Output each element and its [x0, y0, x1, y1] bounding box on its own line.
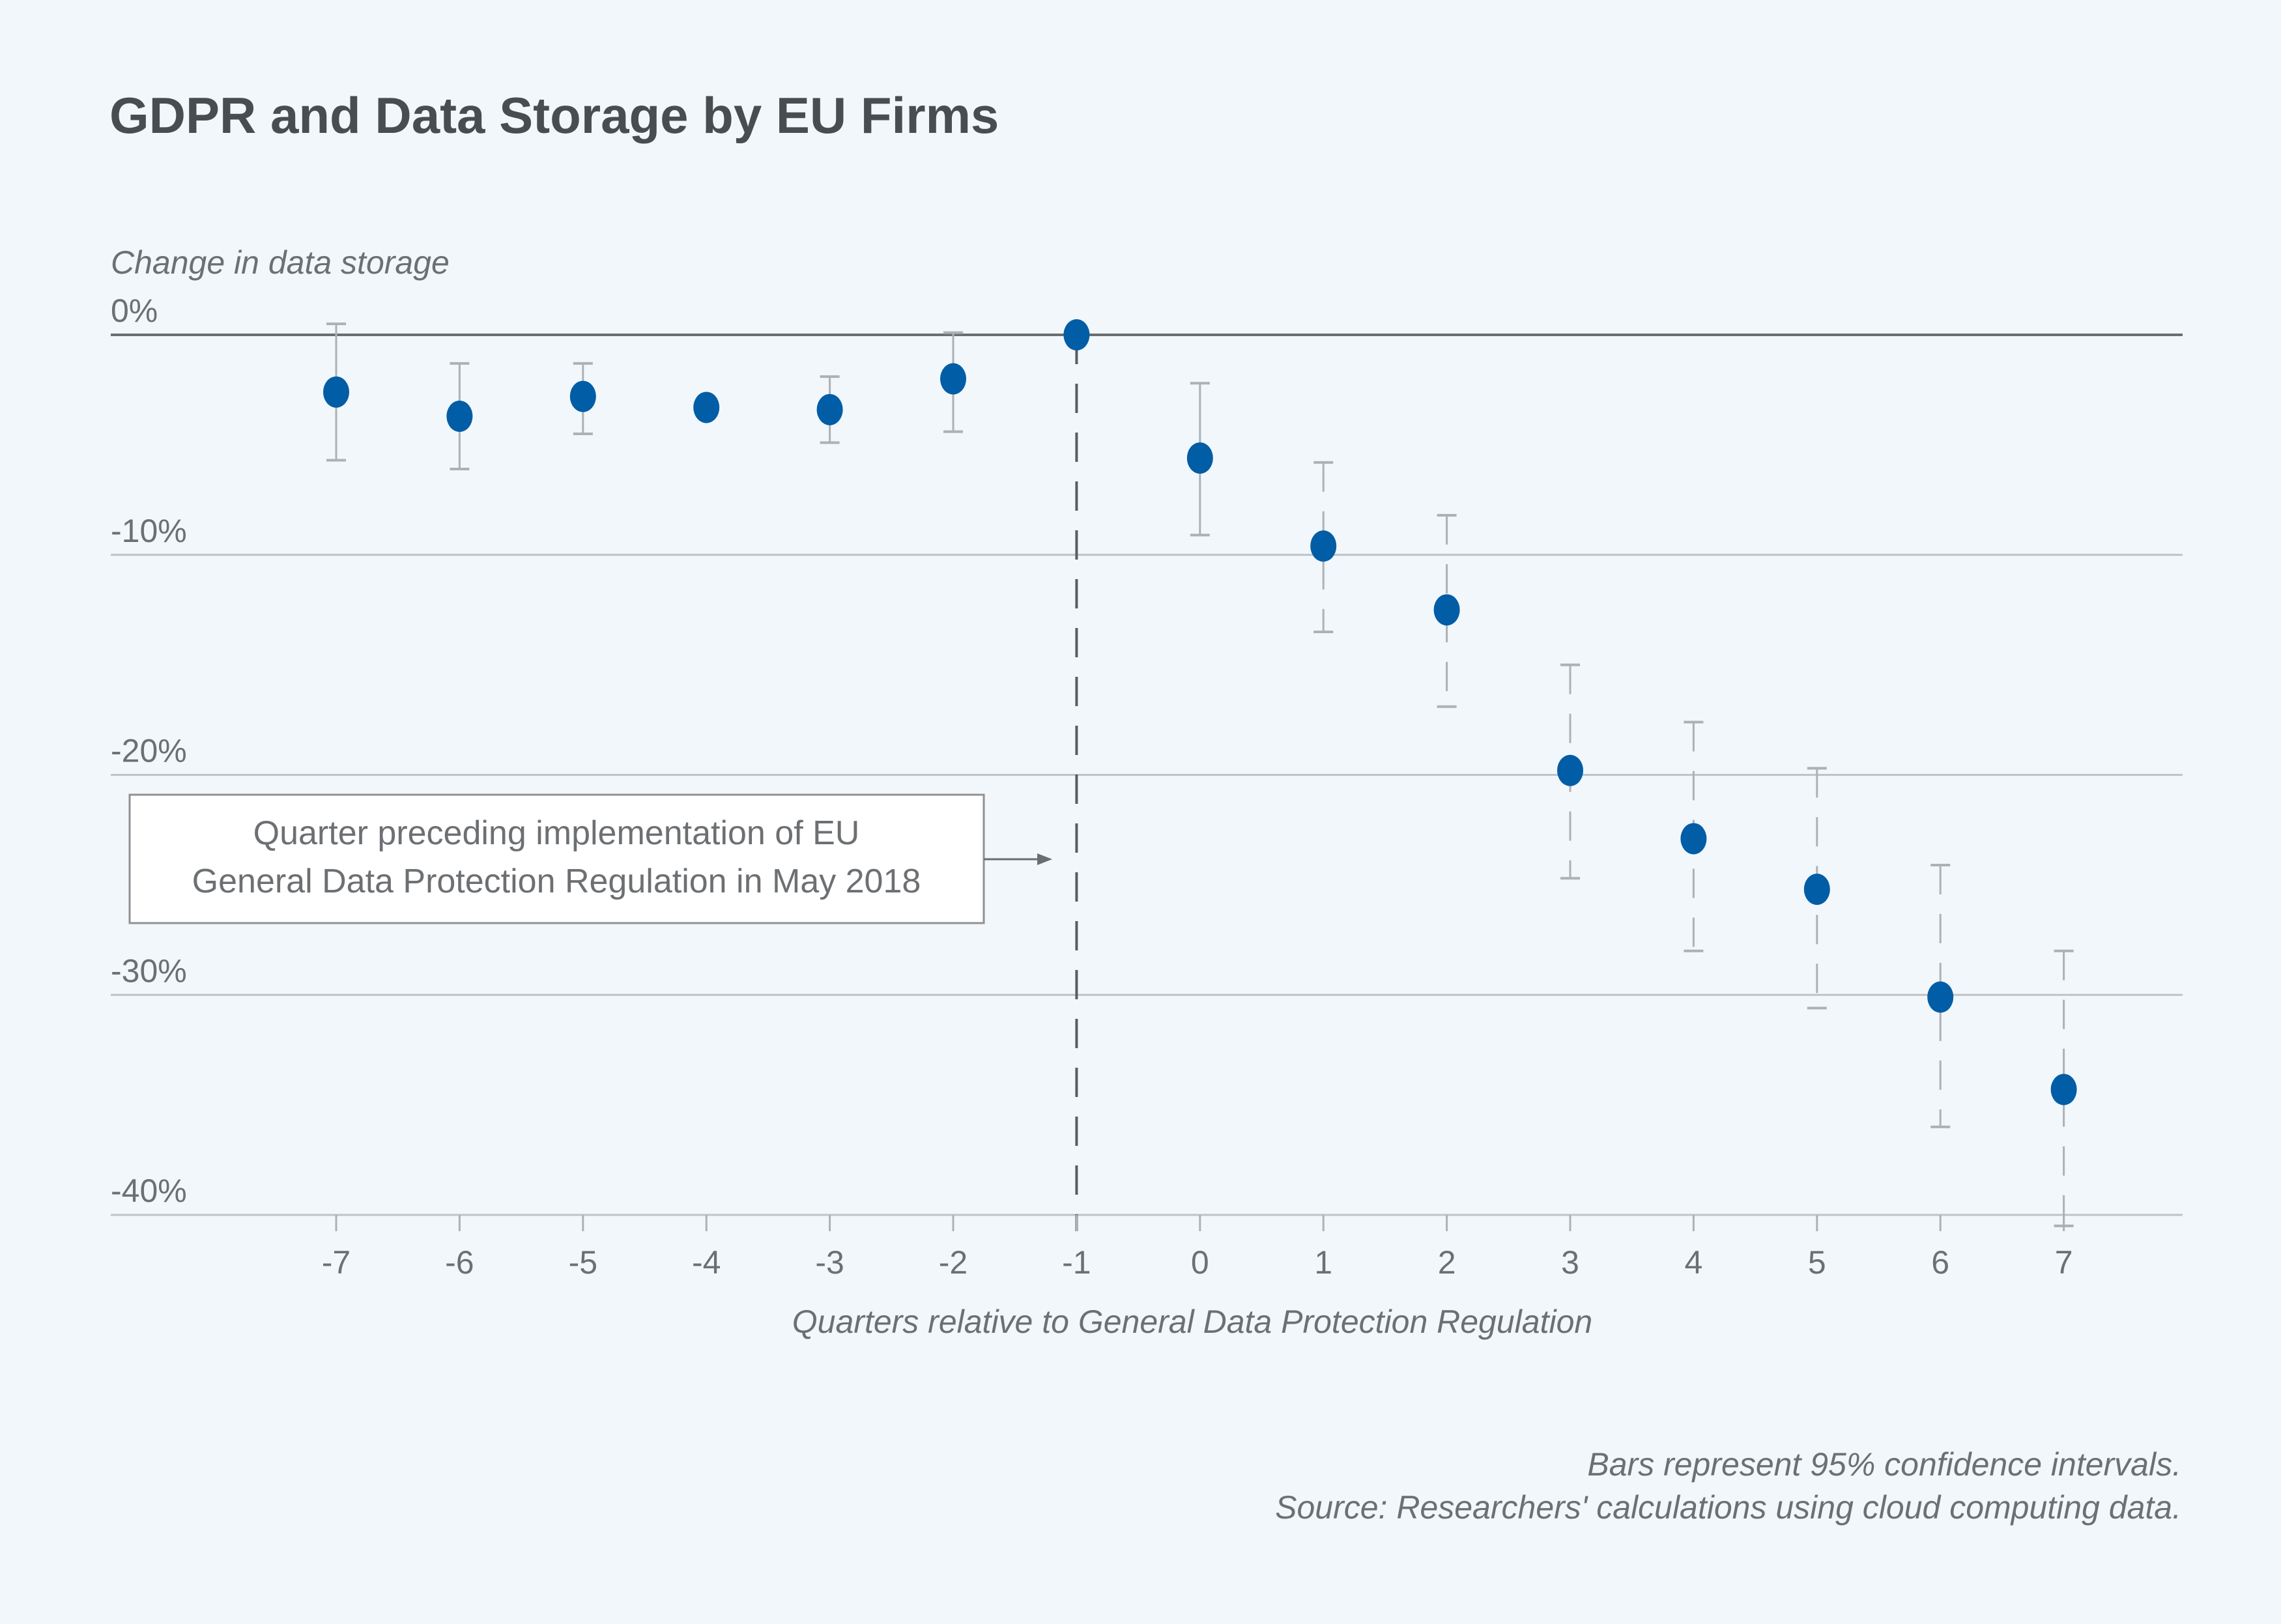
y-tick-label: -40% [111, 1173, 187, 1209]
data-point [1803, 874, 1830, 905]
x-tick-label: -6 [445, 1244, 474, 1281]
x-axis-label: Quarters relative to General Data Protec… [792, 1303, 1592, 1340]
x-tick-label: 2 [1438, 1244, 1456, 1281]
x-tick-label: 0 [1191, 1244, 1209, 1281]
x-ticks: -7 -6 -5 -4 -3 -2 -1 0 1 2 3 4 5 6 7 [322, 1215, 2073, 1281]
x-tick-label: 7 [2055, 1244, 2073, 1281]
data-point [1557, 754, 1583, 786]
annotation-line-2: General Data Protection Regulation in Ma… [192, 862, 921, 900]
x-tick-label: 4 [1684, 1244, 1702, 1281]
x-tick-label: -7 [322, 1244, 351, 1281]
x-tick-label: -5 [569, 1244, 597, 1281]
y-tick-label: -20% [111, 733, 187, 769]
x-tick-label: 6 [1931, 1244, 1949, 1281]
data-point [1186, 442, 1213, 474]
note-ci: Bars represent 95% confidence intervals. [1587, 1446, 2181, 1483]
chart-title: GDPR and Data Storage by EU Firms [109, 87, 999, 144]
x-tick-label: 1 [1314, 1244, 1332, 1281]
arrow-head-icon [1037, 853, 1052, 865]
data-point [1680, 823, 1707, 855]
data-point [569, 380, 596, 412]
y-tick-label: -30% [111, 952, 187, 989]
data-point [693, 392, 720, 423]
annotation-box [128, 793, 985, 924]
y-axis-label: Change in data storage [111, 244, 450, 281]
x-tick-label: -4 [692, 1244, 721, 1281]
data-point [2050, 1074, 2077, 1105]
y-tick-label: -10% [111, 513, 187, 549]
gridlines: 0% -10% -20% -30% -40% [111, 292, 2183, 1216]
data-point [1433, 594, 1460, 626]
annotation-line-1: Quarter preceding implementation of EU [253, 814, 860, 852]
data-point [1310, 530, 1337, 562]
x-tick-label: -2 [939, 1244, 968, 1281]
data-point [323, 376, 349, 408]
x-tick-label: 3 [1561, 1244, 1579, 1281]
x-tick-label: -3 [815, 1244, 844, 1281]
x-tick-label: 5 [1808, 1244, 1826, 1281]
y-tick-label: 0% [111, 292, 158, 329]
data-point [446, 400, 473, 432]
x-tick-label: -1 [1062, 1244, 1091, 1281]
data-points [323, 319, 2077, 1105]
data-point [940, 363, 966, 395]
data-point [816, 393, 843, 425]
annotation: Quarter preceding implementation of EU G… [128, 793, 1052, 924]
data-point [1063, 319, 1090, 350]
data-point [1927, 981, 1954, 1013]
note-source: Source: Researchers' calculations using … [1275, 1489, 2181, 1526]
